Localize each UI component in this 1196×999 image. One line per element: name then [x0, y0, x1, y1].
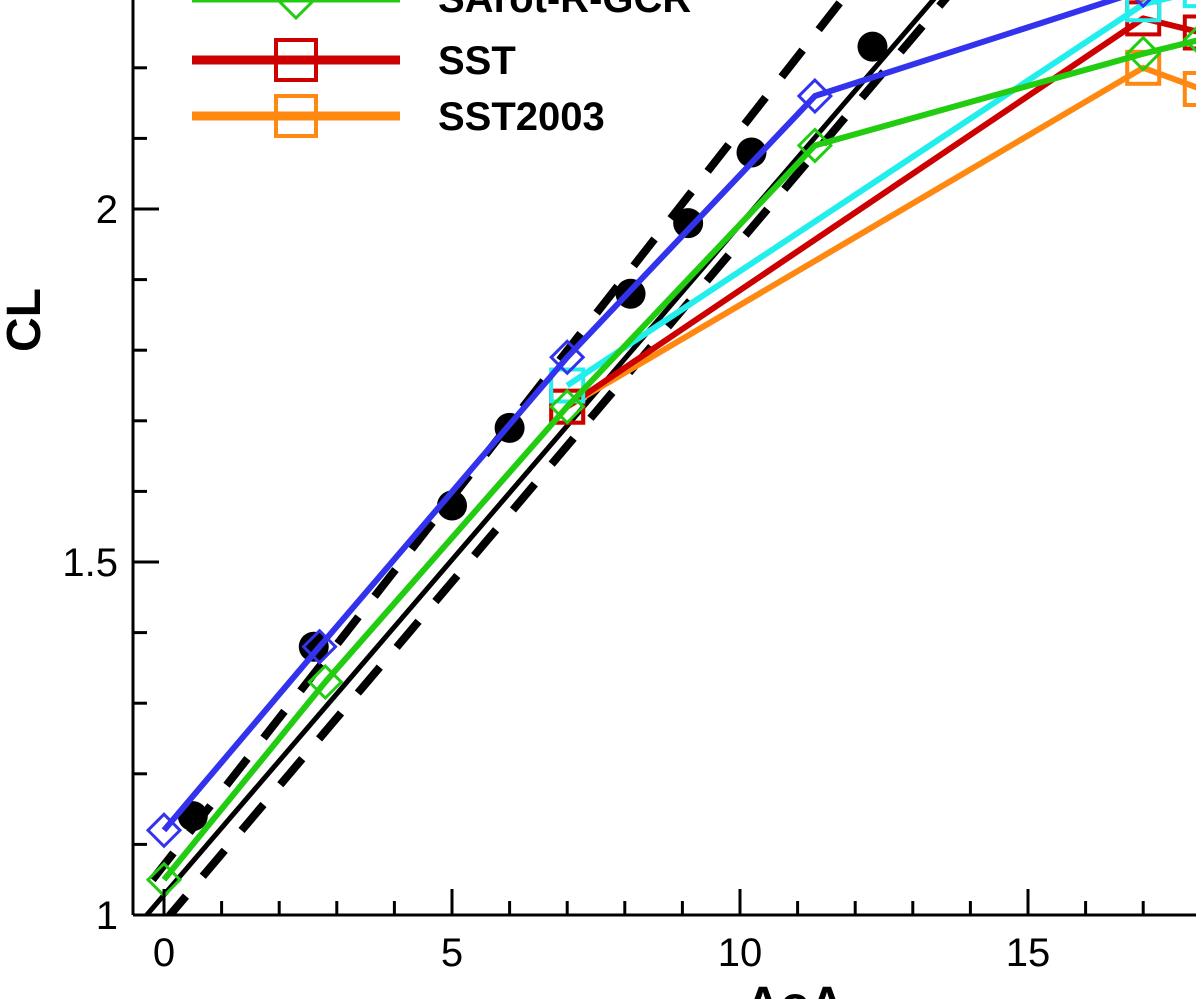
- series-marker-cyan: [1182, 0, 1196, 9]
- series-marker-blue: [796, 77, 834, 115]
- series-marker-sst2003: [1182, 70, 1196, 107]
- y-tick-label: 2: [96, 188, 118, 232]
- series-line-sst2003: [565, 64, 1196, 410]
- series-marker-blue: [145, 812, 183, 849]
- experiment-marker: [736, 137, 767, 168]
- series-marker-sst: [1182, 14, 1196, 51]
- series-marker-blue: [1134, 0, 1152, 9]
- x-tick-label: 15: [1006, 931, 1051, 975]
- y-axis-title: CL: [0, 288, 51, 352]
- y-tick-label: 1.5: [62, 541, 118, 585]
- legend-label: SST2003: [438, 95, 605, 139]
- legend-marker: [275, 0, 317, 21]
- series-marker-sarotrgcr: [307, 663, 344, 701]
- series-marker-sarotrgcr: [1125, 35, 1162, 72]
- legend-label: SST: [438, 39, 516, 83]
- experiment-marker: [298, 631, 329, 662]
- series-line-sarotrgcr: [161, 37, 1196, 882]
- series-marker-sarotrgcr: [549, 388, 586, 425]
- experiment-marker: [673, 208, 704, 239]
- series-marker-sarotrgcr: [796, 127, 834, 164]
- legend-marker: [274, 38, 318, 82]
- series-marker-sarotrgcr: [1182, 26, 1196, 53]
- axes: 0 5 10 15 1 1.5 2: [62, 0, 1196, 975]
- plot-content: [144, 0, 1196, 915]
- x-tick-label: 5: [441, 931, 463, 975]
- legend: SArot-R-GCR SST SST2003: [192, 0, 691, 139]
- y-tick-label: 1: [96, 894, 118, 938]
- experiment-line: [144, 0, 937, 915]
- legend-marker: [274, 94, 318, 138]
- series-marker-cyan: [1125, 0, 1162, 23]
- x-tick-label: 10: [718, 931, 763, 975]
- series-line-blue: [161, 0, 1123, 833]
- plot-area: [144, 0, 1196, 915]
- x-tick-label: 0: [153, 931, 175, 975]
- series-marker-blue: [301, 628, 338, 665]
- experiment-marker: [857, 31, 888, 62]
- x-axis-title: AoA: [746, 978, 845, 999]
- legend-label: SArot-R-GCR: [438, 0, 691, 21]
- series-marker-blue: [549, 339, 586, 376]
